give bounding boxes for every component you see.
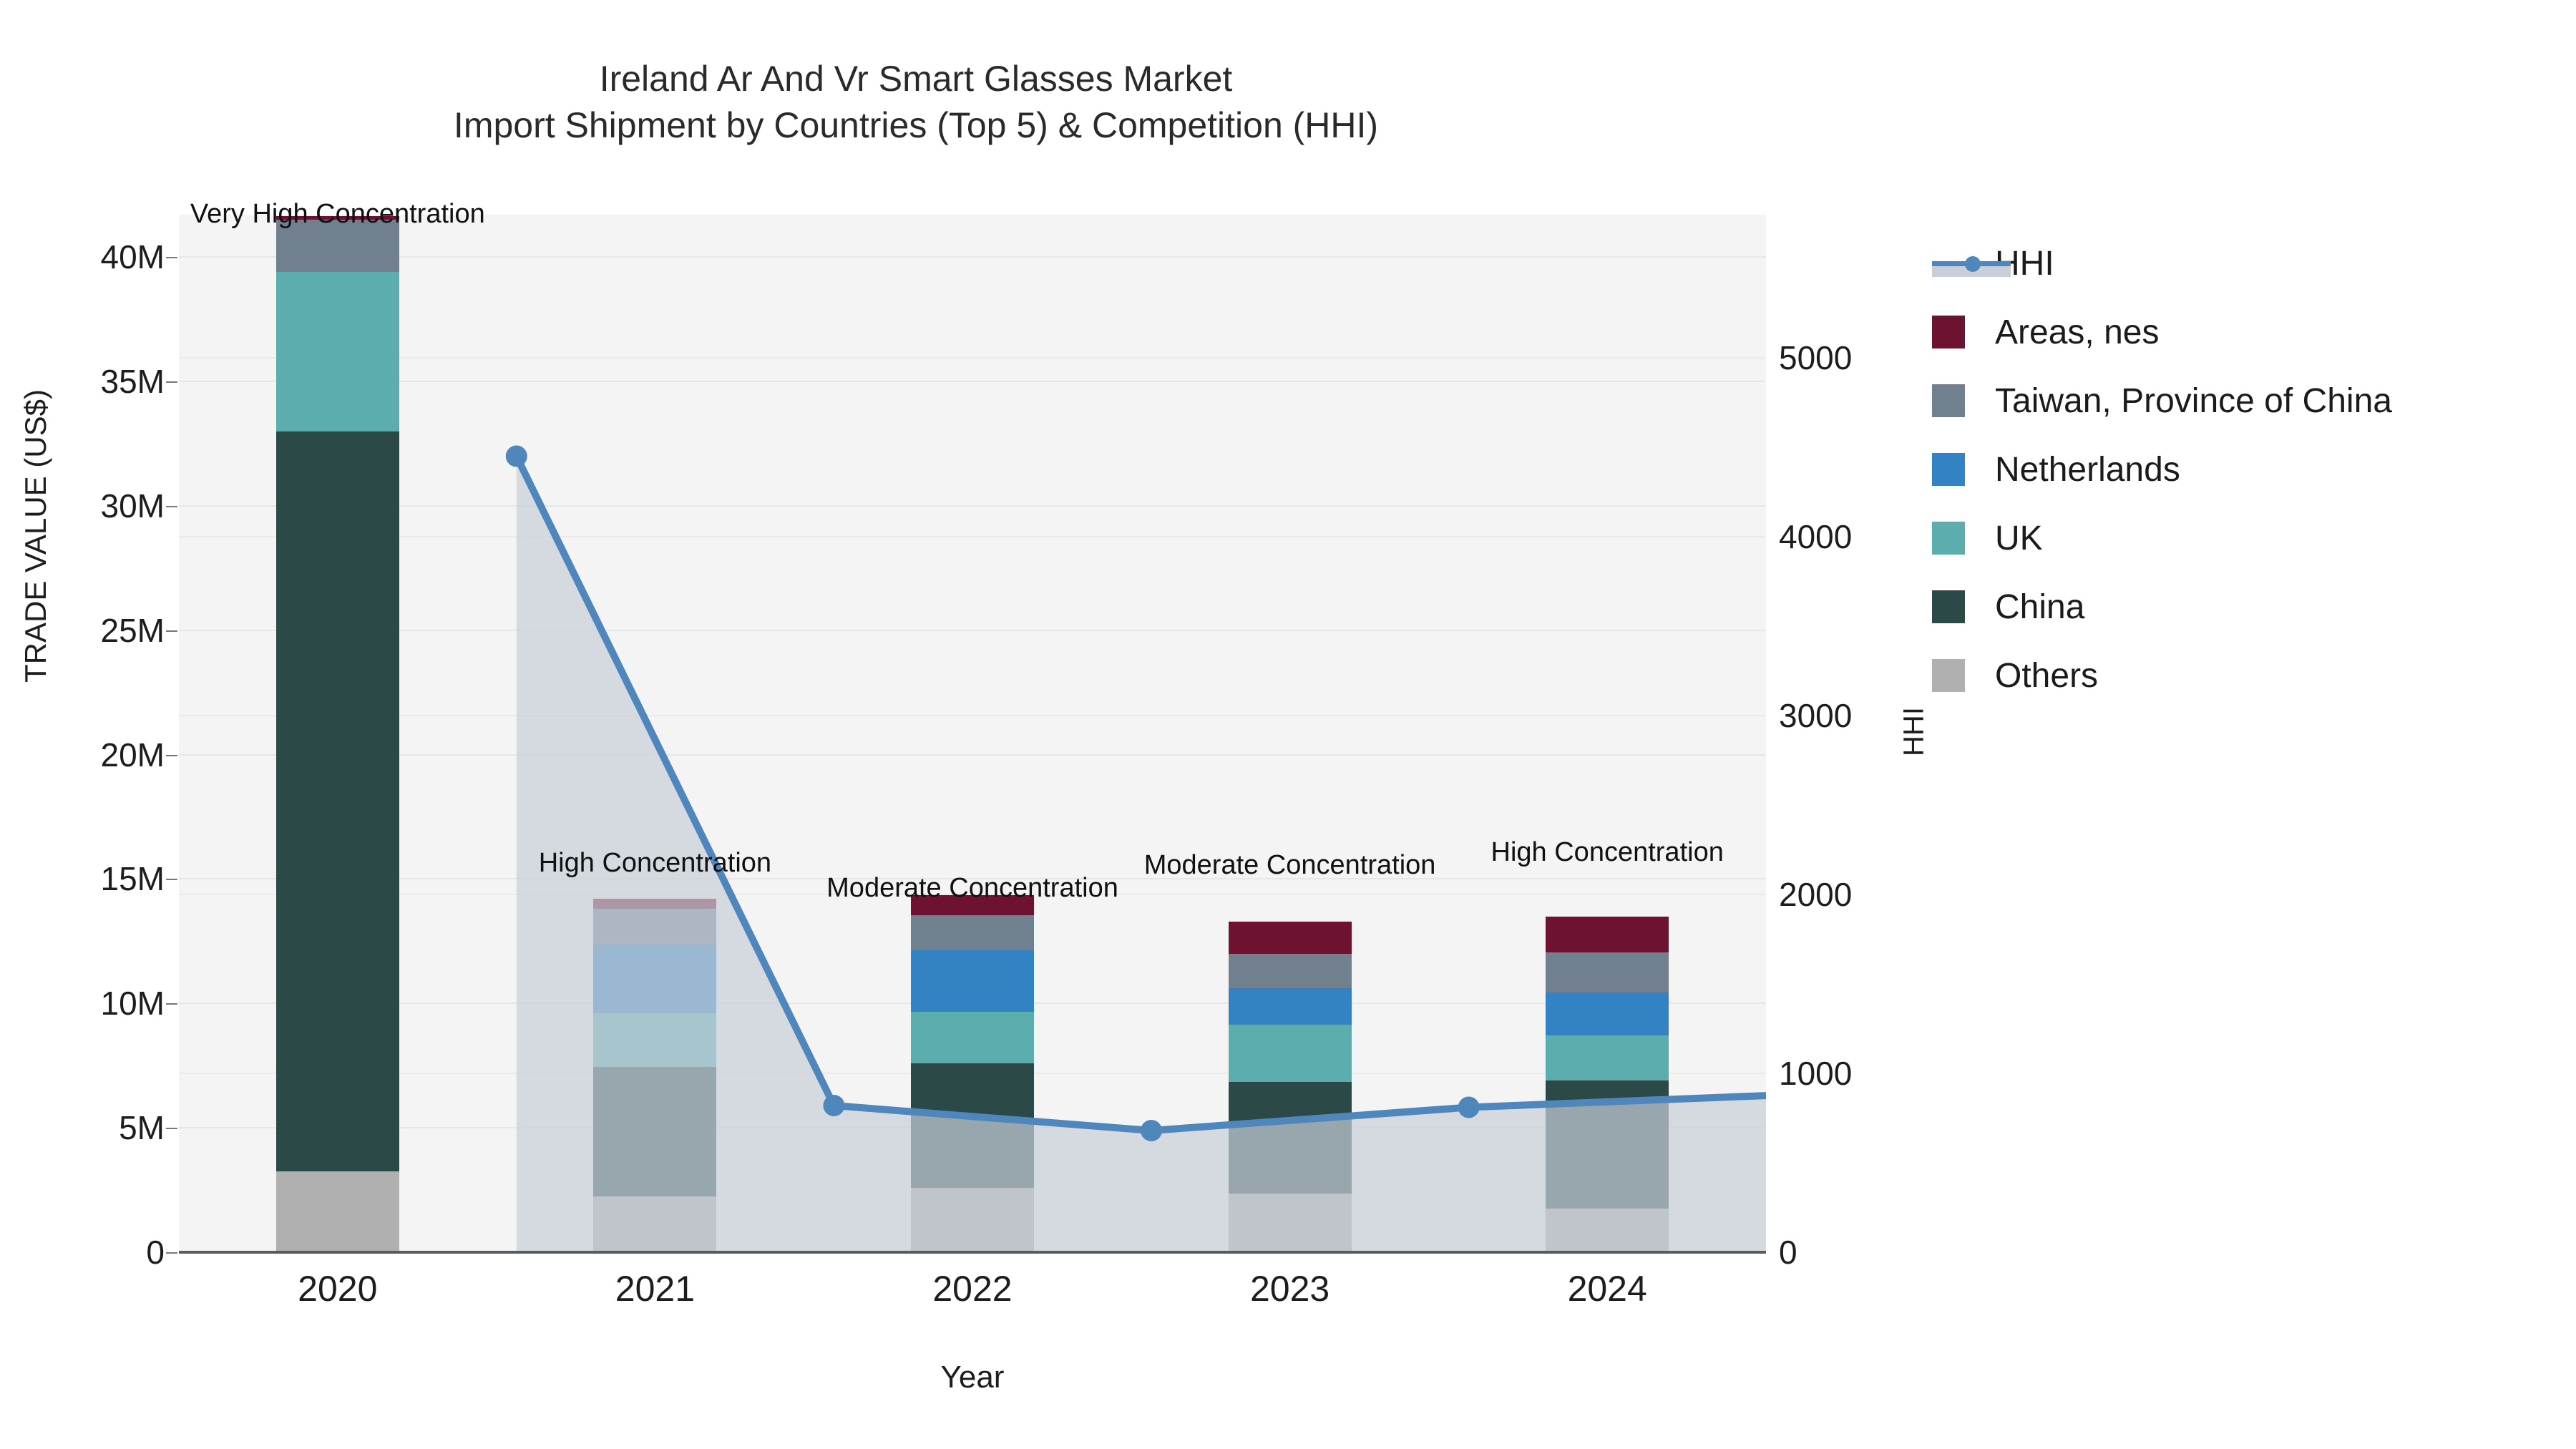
y-axis-left-tick: 15M (7, 859, 177, 898)
hhi-data-point[interactable] (505, 445, 527, 467)
y-axis-left-tick: 30M (7, 487, 177, 525)
x-axis-tick: 2021 (615, 1269, 695, 1309)
gridline-right (179, 536, 1766, 537)
gridline-left (179, 629, 1766, 631)
concentration-annotation: Very High Concentration (190, 198, 485, 229)
gridline-right (179, 894, 1766, 895)
concentration-annotation: Moderate Concentration (1143, 849, 1436, 880)
gridline-left (179, 256, 1766, 258)
tick-mark (166, 630, 177, 632)
y-axis-right-tick: 3000 (1779, 697, 1853, 734)
bar-segment[interactable] (1228, 1024, 1352, 1082)
tick-mark (166, 879, 177, 881)
legend-item-label: Areas, nes (1995, 313, 2160, 351)
bar-segment[interactable] (275, 271, 399, 431)
hhi-area-fill (516, 456, 1766, 1252)
x-axis-label: Year (940, 1360, 1005, 1395)
y-axis-left-tick: 10M (7, 984, 177, 1023)
legend-item[interactable]: HHI (1932, 229, 2562, 298)
hhi-data-point[interactable] (1141, 1120, 1162, 1141)
chart-title-line-2: Import Shipment by Countries (Top 5) & C… (453, 105, 1379, 145)
legend-color-swatch (1932, 453, 1965, 486)
y-axis-left-tick: 25M (7, 611, 177, 650)
y-axis-right-tick: 2000 (1779, 876, 1853, 913)
bar-segment[interactable] (1546, 916, 1669, 952)
legend-item-label: Taiwan, Province of China (1995, 381, 2392, 420)
legend-color-swatch (1932, 590, 1965, 623)
legend-color-swatch (1932, 384, 1965, 417)
tick-mark (166, 381, 177, 383)
legend-item-label: Others (1995, 656, 2099, 695)
gridline-left (179, 753, 1766, 756)
tick-mark (166, 1128, 177, 1130)
bar-segment[interactable] (1228, 988, 1352, 1025)
x-axis-tick: 2023 (1249, 1269, 1330, 1309)
chart-title-line-1: Ireland Ar And Vr Smart Glasses Market (599, 59, 1233, 99)
plot-area (179, 215, 1766, 1252)
legend-color-swatch (1932, 659, 1965, 692)
y-axis-right-tick: 5000 (1779, 339, 1853, 376)
y-axis-right-tick: 4000 (1779, 518, 1853, 555)
bar-segment[interactable] (1228, 921, 1352, 954)
bar-segment[interactable] (275, 431, 399, 1171)
y-axis-left-tick: 0 (7, 1233, 177, 1272)
legend-color-swatch (1932, 522, 1965, 555)
tick-mark (166, 257, 177, 259)
y-axis-left-tick: 20M (7, 736, 177, 774)
legend-item[interactable]: Areas, nes (1932, 298, 2562, 366)
legend-item-label: Netherlands (1995, 450, 2180, 489)
gridline-left (179, 504, 1766, 507)
hhi-data-point[interactable] (1458, 1096, 1480, 1118)
y-axis-right-tick: 0 (1779, 1234, 1797, 1271)
gridline-left (179, 380, 1766, 382)
y-axis-left-tick: 35M (7, 362, 177, 401)
bar-segment[interactable] (1546, 1035, 1669, 1081)
tick-mark (166, 1252, 177, 1254)
legend-item-label: China (1995, 587, 2085, 626)
concentration-annotation: Moderate Concentration (826, 873, 1118, 903)
y-axis-left-tick: 40M (7, 238, 177, 276)
legend-item[interactable]: Others (1932, 641, 2562, 710)
legend-item[interactable]: UK (1932, 504, 2562, 572)
bar-segment[interactable] (1546, 992, 1669, 1036)
tick-mark (166, 1003, 177, 1005)
x-axis-tick: 2022 (932, 1269, 1013, 1309)
chart-legend: HHI Areas, nes Taiwan, Province of China Ne… (1932, 229, 2562, 710)
concentration-annotation: High Concentration (1491, 837, 1724, 867)
legend-line-dot (1965, 256, 1981, 272)
legend-line-icon (1932, 247, 2011, 280)
bar-segment[interactable] (275, 1171, 399, 1252)
tick-mark (166, 505, 177, 507)
concentration-annotation: High Concentration (538, 848, 772, 878)
bar-segment[interactable] (275, 215, 399, 220)
legend-item-label: UK (1995, 519, 2043, 557)
legend-color-swatch (1932, 316, 1965, 348)
legend-item[interactable]: Netherlands (1932, 435, 2562, 504)
bar-segment[interactable] (911, 895, 1034, 915)
gridline-right (179, 715, 1766, 716)
bar-segment[interactable] (911, 1012, 1034, 1063)
x-axis-tick: 2020 (298, 1269, 378, 1309)
y-axis-right-tick: 1000 (1779, 1055, 1853, 1092)
gridline-right (179, 357, 1766, 358)
hhi-overlay (505, 445, 1766, 1252)
bar-segment[interactable] (911, 914, 1034, 950)
x-axis-line (179, 1251, 1766, 1254)
hhi-data-point[interactable] (823, 1095, 845, 1116)
gridline-left (179, 878, 1766, 880)
legend-item[interactable]: China (1932, 572, 2562, 641)
bar-segment[interactable] (1228, 953, 1352, 989)
bar-segment[interactable] (911, 950, 1034, 1013)
chart-title: Ireland Ar And Vr Smart Glasses Market I… (0, 56, 1832, 149)
y-axis-left-tick: 5M (7, 1108, 177, 1147)
tick-mark (166, 754, 177, 756)
x-axis-tick: 2024 (1567, 1269, 1647, 1309)
y-axis-left-label: TRADE VALUE (US$) (19, 389, 52, 683)
bar-segment[interactable] (1546, 952, 1669, 992)
legend-item[interactable]: Taiwan, Province of China (1932, 366, 2562, 435)
bar-segment[interactable] (275, 219, 399, 272)
y-axis-right-label: HHI (1898, 707, 1930, 756)
